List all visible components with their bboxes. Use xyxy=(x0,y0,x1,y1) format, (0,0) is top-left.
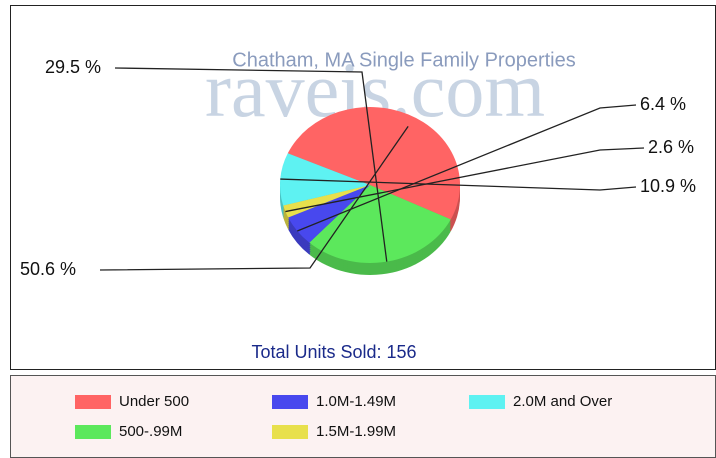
legend-label: 1.5M-1.99M xyxy=(316,423,396,440)
slice xyxy=(280,153,370,206)
legend-swatch xyxy=(75,395,111,409)
data-label: 29.5 % xyxy=(45,57,101,77)
legend-swatch xyxy=(75,425,111,439)
leader-line xyxy=(280,178,637,191)
chart-title: Chatham, MA Single Family Properties xyxy=(232,49,575,71)
slice xyxy=(309,185,451,263)
leader-line xyxy=(285,147,645,213)
data-label: 10.9 % xyxy=(640,176,696,196)
slice xyxy=(283,185,370,218)
legend-swatch xyxy=(469,395,505,409)
legend-label: 1.0M-1.49M xyxy=(316,393,396,410)
legend-frame xyxy=(10,375,716,458)
data-label: 6.4 % xyxy=(640,94,686,114)
legend-label: Under 500 xyxy=(119,393,189,410)
legend-swatch xyxy=(272,425,308,439)
legend-label: 2.0M and Over xyxy=(513,393,612,410)
data-label: 2.6 % xyxy=(648,137,694,157)
legend-label: 500-.99M xyxy=(119,423,182,440)
data-label: 50.6 % xyxy=(20,259,76,279)
footer: Total Units Sold: 156 xyxy=(251,342,416,362)
legend-swatch xyxy=(272,395,308,409)
